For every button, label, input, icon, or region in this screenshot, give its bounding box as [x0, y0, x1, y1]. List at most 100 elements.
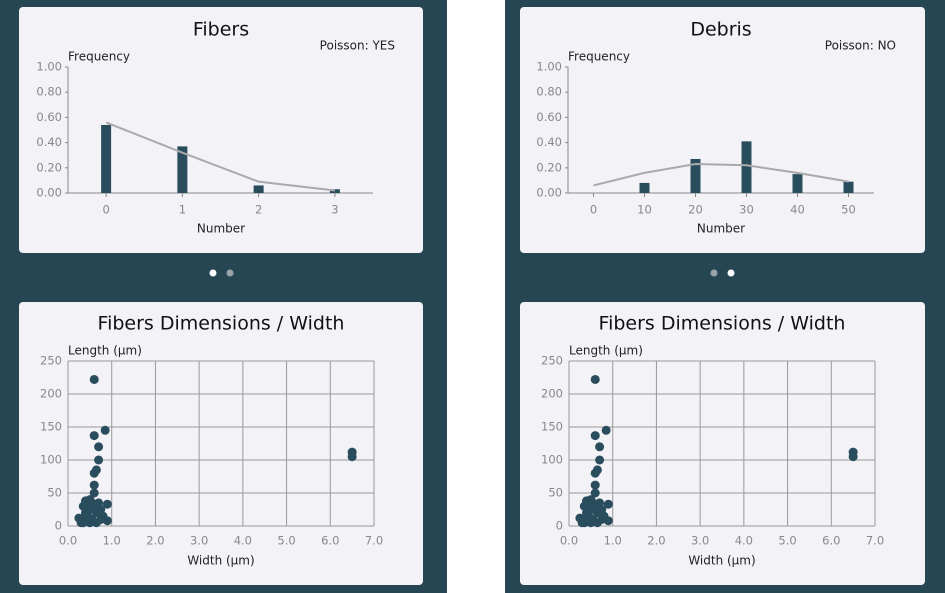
x-tick-label: 0.0 [560, 534, 578, 548]
y-tick-label: 50 [47, 486, 62, 500]
page-dot[interactable] [710, 269, 718, 277]
x-tick-label: 0 [102, 203, 109, 217]
y-tick-label: 250 [40, 354, 62, 368]
x-tick-label: 5.0 [277, 534, 295, 548]
card [19, 7, 423, 253]
point [96, 514, 106, 524]
bar [639, 182, 650, 193]
x-tick-label: 1.0 [604, 534, 622, 548]
x-tick-label: 5.0 [778, 534, 796, 548]
card [520, 7, 925, 253]
annotation: Poisson: YES [320, 39, 395, 53]
x-tick-label: 40 [790, 203, 805, 217]
y-tick-label: 250 [541, 354, 563, 368]
point [347, 452, 357, 462]
page-dot[interactable] [727, 269, 735, 277]
x-tick-label: 4.0 [735, 534, 753, 548]
card [520, 302, 925, 585]
point [601, 425, 611, 435]
x-axis-label: Width (µm) [688, 554, 755, 568]
poisson-line [105, 121, 335, 192]
point [577, 518, 587, 528]
point [89, 480, 99, 490]
y-tick-label: 200 [40, 387, 62, 401]
point [100, 425, 110, 435]
y-tick-label: 0.80 [536, 85, 562, 99]
y-tick-label: 100 [541, 453, 563, 467]
y-tick-label: 0.40 [36, 135, 62, 149]
point [89, 468, 99, 478]
y-tick-label: 150 [40, 420, 62, 434]
y-axis-label: Frequency [68, 50, 130, 64]
page-dot[interactable] [209, 269, 217, 277]
y-tick-label: 100 [40, 453, 62, 467]
x-tick-label: 6.0 [321, 534, 339, 548]
chart-title: Fibers Dimensions / Width [98, 313, 345, 335]
x-tick-label: 50 [841, 203, 856, 217]
y-tick-label: 0.00 [36, 186, 62, 200]
x-tick-label: 3.0 [190, 534, 208, 548]
point [597, 514, 607, 524]
x-tick-label: 0.0 [59, 534, 77, 548]
x-tick-label: 1.0 [103, 534, 121, 548]
x-tick-label: 7.0 [866, 534, 884, 548]
x-tick-label: 30 [739, 203, 754, 217]
annotation: Poisson: NO [825, 39, 896, 53]
y-tick-label: 50 [548, 486, 563, 500]
point [590, 480, 600, 490]
point [76, 518, 86, 528]
chart-title: Fibers Dimensions / Width [599, 313, 846, 335]
bar [101, 124, 112, 193]
x-tick-label: 6.0 [822, 534, 840, 548]
y-tick-label: 0 [55, 519, 62, 533]
x-axis-label: Number [697, 222, 745, 236]
y-axis-label: Frequency [568, 50, 630, 64]
x-tick-label: 10 [637, 203, 652, 217]
x-tick-label: 7.0 [365, 534, 383, 548]
chart-title: Debris [690, 19, 751, 41]
point [590, 488, 600, 498]
y-tick-label: 0.20 [536, 160, 562, 174]
poisson-line [593, 163, 849, 187]
bar [792, 174, 803, 193]
y-tick-label: 200 [541, 387, 563, 401]
x-tick-label: 2.0 [146, 534, 164, 548]
point [590, 374, 600, 384]
point [595, 455, 605, 465]
point [603, 499, 613, 509]
y-tick-label: 0.60 [536, 110, 562, 124]
bar [253, 185, 264, 193]
point [595, 442, 605, 452]
x-tick-label: 2 [255, 203, 262, 217]
point [89, 488, 99, 498]
bar [690, 158, 701, 193]
bar [329, 189, 340, 193]
y-axis-label: Length (µm) [569, 344, 643, 358]
bar [177, 146, 188, 193]
point [94, 455, 104, 465]
card [19, 302, 423, 585]
x-axis-label: Number [197, 222, 245, 236]
x-tick-label: 1 [179, 203, 186, 217]
x-tick-label: 20 [688, 203, 703, 217]
x-tick-label: 4.0 [234, 534, 252, 548]
bar [741, 141, 752, 193]
x-tick-label: 3 [331, 203, 338, 217]
point [89, 374, 99, 384]
chart-title: Fibers [193, 19, 249, 41]
point [590, 468, 600, 478]
point [588, 498, 598, 508]
y-tick-label: 150 [541, 420, 563, 434]
point [85, 518, 95, 528]
x-tick-label: 3.0 [691, 534, 709, 548]
x-tick-label: 2.0 [647, 534, 665, 548]
y-axis-label: Length (µm) [68, 344, 142, 358]
y-tick-label: 0.60 [36, 110, 62, 124]
y-tick-label: 0.00 [536, 186, 562, 200]
x-axis-label: Width (µm) [187, 554, 254, 568]
page-dot[interactable] [226, 269, 234, 277]
point [94, 442, 104, 452]
y-tick-label: 0.40 [536, 135, 562, 149]
y-tick-label: 0.20 [36, 160, 62, 174]
